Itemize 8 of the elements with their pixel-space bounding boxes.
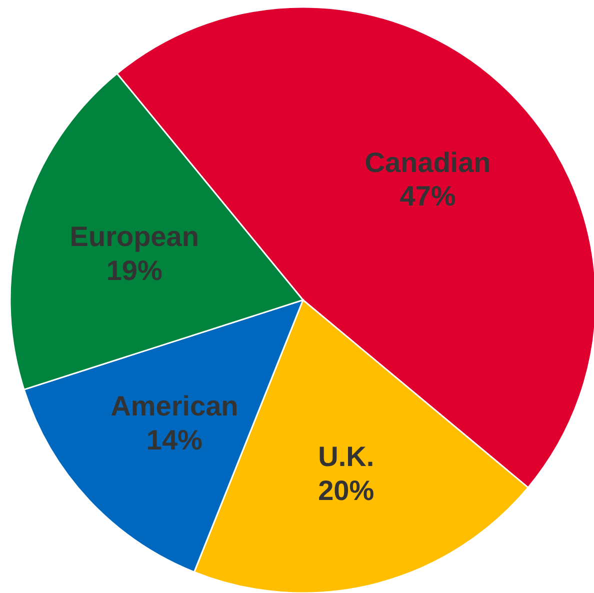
- data-label: 19%: [106, 254, 162, 286]
- data-label: 20%: [318, 474, 374, 506]
- data-label: 47%: [400, 180, 456, 212]
- slice-label: Canadian: [364, 146, 491, 178]
- data-label: 14%: [146, 424, 203, 456]
- slice-label: U.K.: [318, 441, 374, 472]
- slice-label: American: [110, 390, 238, 422]
- slice-label: European: [70, 221, 199, 252]
